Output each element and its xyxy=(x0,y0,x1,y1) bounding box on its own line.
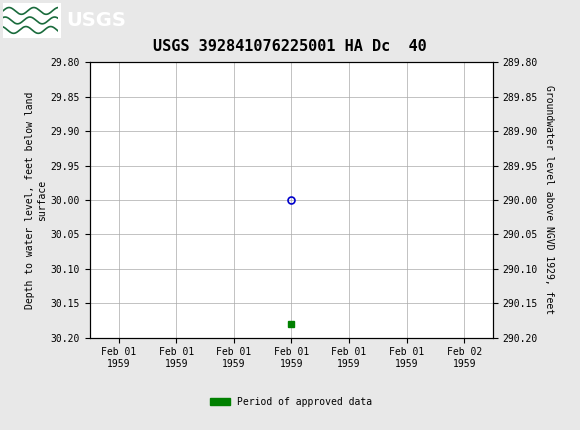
Legend: Period of approved data: Period of approved data xyxy=(206,393,376,411)
Bar xyxy=(3,3,61,37)
Text: USGS: USGS xyxy=(67,11,126,30)
Y-axis label: Groundwater level above NGVD 1929, feet: Groundwater level above NGVD 1929, feet xyxy=(543,86,553,314)
Y-axis label: Depth to water level, feet below land
surface: Depth to water level, feet below land su… xyxy=(25,91,46,309)
Text: USGS 392841076225001 HA Dc  40: USGS 392841076225001 HA Dc 40 xyxy=(153,39,427,54)
